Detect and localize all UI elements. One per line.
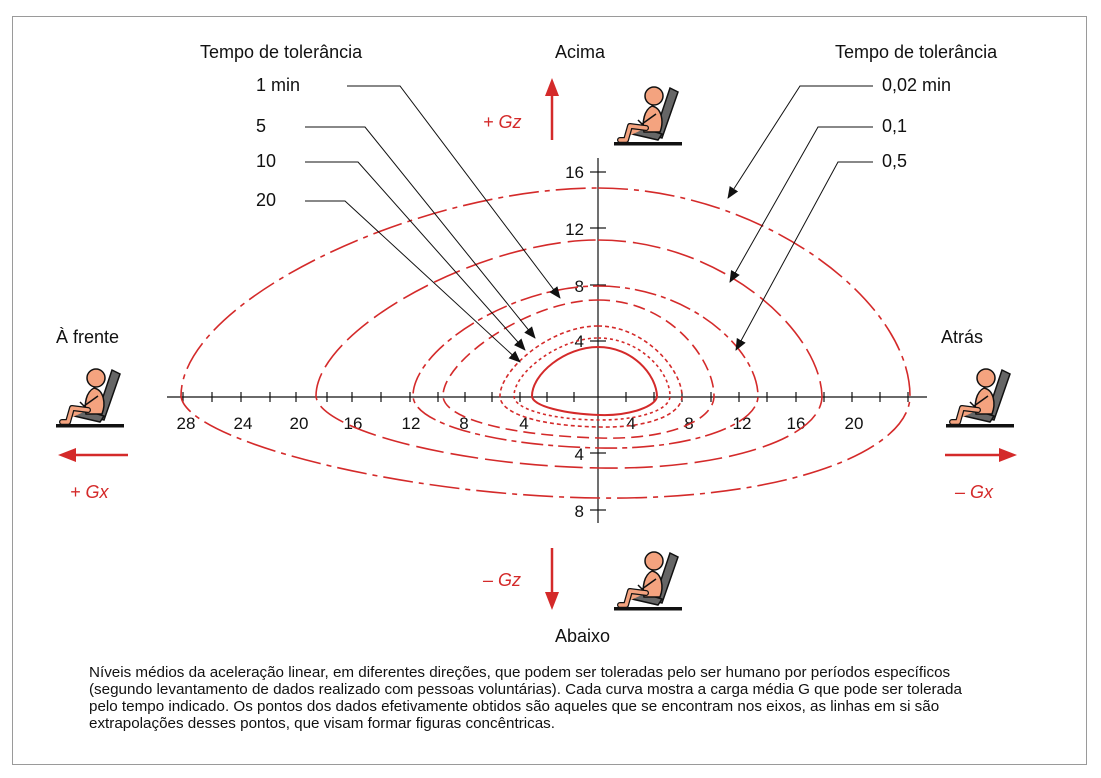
gx-minus-arrowhead	[999, 448, 1017, 462]
time-label-20: 20	[256, 190, 277, 210]
gx-plus-arrowhead	[58, 448, 76, 462]
tolerance-time-title-left: Tempo de tolerância	[200, 42, 363, 62]
gx-plus-label: + Gx	[70, 482, 109, 502]
tolerance-time-title-right: Tempo de tolerância	[835, 42, 998, 62]
x-tick-labels: 28 24 20 16 12 8 4 4 8 12 16 20	[177, 414, 864, 433]
gz-plus-arrowhead	[545, 78, 559, 96]
x-tick-right-16: 16	[787, 414, 806, 433]
y-tick-down-8: 8	[575, 502, 584, 521]
y-tick-up-8: 8	[575, 277, 584, 296]
y-tick-down-4: 4	[575, 445, 584, 464]
curve-0-02-min	[180, 187, 911, 499]
x-tick-left-4: 4	[519, 414, 528, 433]
direction-label-up: Acima	[555, 42, 606, 62]
direction-label-front: À frente	[56, 327, 120, 347]
x-tick-left-28: 28	[177, 414, 196, 433]
leader-lines-left	[305, 85, 561, 363]
y-ticks	[590, 171, 606, 511]
figure-frame	[12, 16, 1087, 765]
time-label-0-02-min: 0,02 min	[882, 75, 952, 95]
x-tick-left-12: 12	[402, 414, 421, 433]
direction-arrows	[58, 78, 1017, 610]
x-tick-right-20: 20	[845, 414, 864, 433]
caption-line-3: pelo tempo indicado. Os pontos dos dados…	[89, 698, 940, 715]
y-tick-labels: 16 12 8 4 4 8	[565, 163, 584, 521]
seated-person-back-icon	[946, 369, 1014, 428]
x-tick-right-12: 12	[733, 414, 752, 433]
tolerance-curves	[180, 187, 911, 499]
caption-line-1: Níveis médios da aceleração linear, em d…	[89, 664, 951, 681]
curve-1-min	[442, 299, 715, 439]
time-label-5: 5	[256, 116, 267, 136]
direction-label-down: Abaixo	[555, 626, 611, 646]
seated-person-down-icon	[614, 552, 682, 611]
time-label-1-min: 1 min	[256, 75, 301, 95]
x-tick-left-24: 24	[234, 414, 253, 433]
y-tick-up-12: 12	[565, 220, 584, 239]
seated-person-front-icon	[56, 369, 124, 428]
x-tick-left-8: 8	[459, 414, 468, 433]
caption-line-4: extrapolações desses pontos, que visam f…	[89, 715, 555, 732]
caption-line-2: (segundo levantamento de dados realizado…	[89, 681, 962, 698]
gz-minus-label: – Gz	[483, 570, 522, 590]
seated-person-up-icon	[614, 87, 682, 146]
gz-plus-label: + Gz	[483, 112, 522, 132]
curve-0-1-min	[315, 239, 823, 469]
x-tick-left-20: 20	[290, 414, 309, 433]
gz-minus-arrowhead	[545, 592, 559, 610]
y-tick-up-16: 16	[565, 163, 584, 182]
x-tick-right-4: 4	[626, 414, 635, 433]
figure-caption: Níveis médios da aceleração linear, em d…	[89, 664, 1049, 732]
time-label-0-5: 0,5	[882, 151, 908, 171]
gx-minus-label: – Gx	[955, 482, 994, 502]
y-tick-up-4: 4	[575, 332, 584, 351]
curve-20-min	[530, 345, 659, 417]
x-ticks	[182, 392, 909, 402]
leader-lines-right	[727, 85, 873, 351]
time-label-0-1: 0,1	[882, 116, 908, 136]
direction-label-back: Atrás	[941, 327, 984, 347]
curve-5-min	[499, 325, 683, 428]
time-label-10: 10	[256, 151, 277, 171]
curve-10-min	[513, 337, 671, 421]
